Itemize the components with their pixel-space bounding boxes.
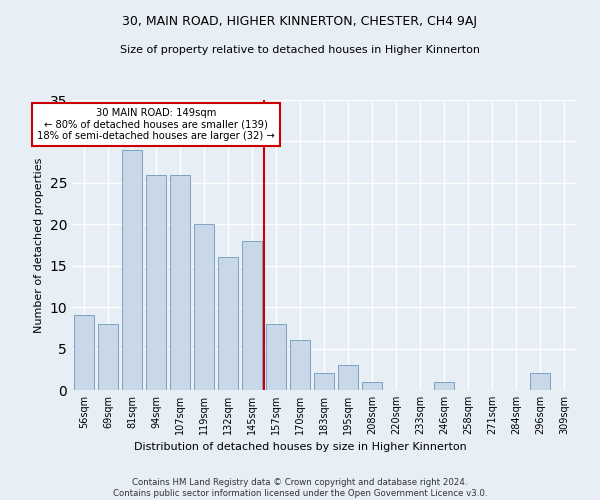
- Bar: [338, 365, 358, 390]
- Text: Distribution of detached houses by size in Higher Kinnerton: Distribution of detached houses by size …: [134, 442, 466, 452]
- Bar: [434, 382, 454, 390]
- Bar: [290, 340, 310, 390]
- Bar: [362, 382, 382, 390]
- Bar: [122, 150, 142, 390]
- Text: Contains HM Land Registry data © Crown copyright and database right 2024.
Contai: Contains HM Land Registry data © Crown c…: [113, 478, 487, 498]
- Y-axis label: Number of detached properties: Number of detached properties: [34, 158, 44, 332]
- Bar: [170, 174, 190, 390]
- Bar: [314, 374, 334, 390]
- Bar: [266, 324, 286, 390]
- Bar: [242, 241, 262, 390]
- Bar: [218, 258, 238, 390]
- Bar: [98, 324, 118, 390]
- Bar: [530, 374, 550, 390]
- Bar: [194, 224, 214, 390]
- Bar: [74, 316, 94, 390]
- Text: 30, MAIN ROAD, HIGHER KINNERTON, CHESTER, CH4 9AJ: 30, MAIN ROAD, HIGHER KINNERTON, CHESTER…: [122, 15, 478, 28]
- Text: Size of property relative to detached houses in Higher Kinnerton: Size of property relative to detached ho…: [120, 45, 480, 55]
- Bar: [146, 174, 166, 390]
- Text: 30 MAIN ROAD: 149sqm
← 80% of detached houses are smaller (139)
18% of semi-deta: 30 MAIN ROAD: 149sqm ← 80% of detached h…: [37, 108, 275, 142]
